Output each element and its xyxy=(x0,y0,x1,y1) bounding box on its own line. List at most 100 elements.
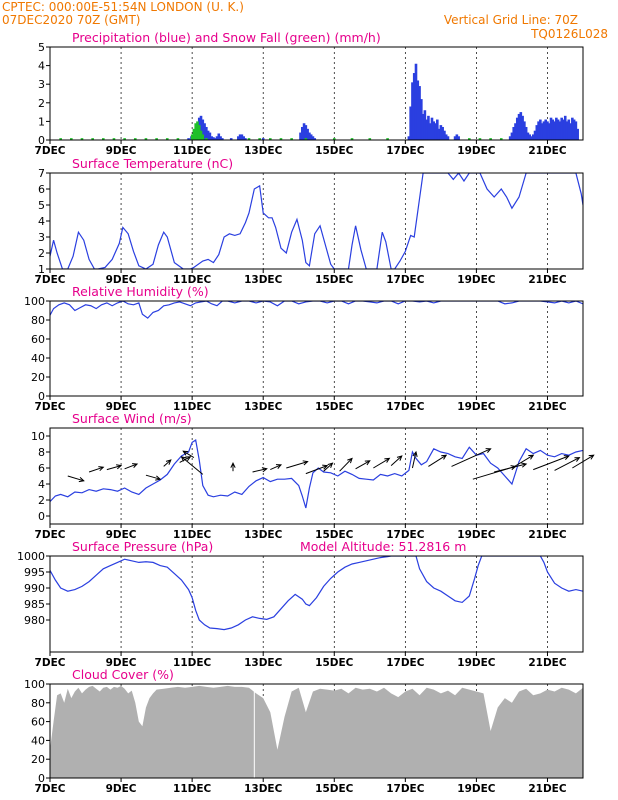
x-tick-label: 13DEC xyxy=(244,783,283,795)
wind-arrow-head xyxy=(275,464,283,469)
precip-bar xyxy=(551,119,555,140)
wind-arrow-head xyxy=(98,466,105,472)
wind-arrow-head xyxy=(165,459,172,465)
x-tick-label: 13DEC xyxy=(244,274,283,286)
snowfall-bar xyxy=(112,138,116,140)
precip-bar xyxy=(544,119,547,140)
precip-bar xyxy=(558,121,562,140)
snowfall-bar xyxy=(290,138,293,140)
y-tick-label: 2 xyxy=(38,97,45,110)
x-tick-label: 15DEC xyxy=(315,145,354,157)
panel-title: Cloud Cover (%) xyxy=(72,667,174,682)
precip-bar xyxy=(217,133,221,140)
precip-bar xyxy=(219,136,222,140)
panel-wind: 0 2 4 6 8 10 7DEC 9DEC 11DEC 13DEC 15DEC 17DEC 19DEC… xyxy=(31,411,595,541)
panel-pres: 980 985 990 995 1000 7DEC 9DEC 11DEC 13DEC 15DEC 1… xyxy=(17,539,584,669)
wind-arrow-head xyxy=(364,460,371,466)
wind-arrow xyxy=(323,462,333,472)
header-model-id: TQ0126L028 xyxy=(531,27,608,41)
x-tick-label: 17DEC xyxy=(386,274,425,286)
wind-arrow xyxy=(533,455,569,471)
wind-arrow-head xyxy=(441,454,448,460)
y-tick-label: 100 xyxy=(24,295,45,308)
snowfall-bar xyxy=(91,138,94,140)
precip-bar xyxy=(563,115,567,140)
wind-arrow xyxy=(494,463,527,473)
rh-line xyxy=(50,301,583,319)
precip-bar xyxy=(244,138,247,140)
precip-bar xyxy=(428,123,432,140)
wind-arrow xyxy=(286,461,308,469)
precip-bar xyxy=(300,126,304,140)
x-tick-label: 19DEC xyxy=(457,401,496,413)
y-tick-label: 985 xyxy=(24,598,45,611)
precip-bar xyxy=(213,138,217,140)
snowfall-bar xyxy=(80,138,84,140)
precip-bar xyxy=(208,132,212,140)
panel-title: Surface Wind (m/s) xyxy=(72,411,192,426)
y-tick-label: 100 xyxy=(24,678,45,691)
x-tick-label: 9DEC xyxy=(106,529,137,541)
x-tick-label: 11DEC xyxy=(173,145,212,157)
x-tick-label: 11DEC xyxy=(173,401,212,413)
precip-bar xyxy=(546,121,549,140)
precip-bar xyxy=(457,136,460,140)
x-tick-label: 13DEC xyxy=(244,529,283,541)
precip-bar xyxy=(524,126,528,140)
precip-bar xyxy=(308,132,311,140)
x-tick-label: 19DEC xyxy=(457,145,496,157)
x-tick-label: 15DEC xyxy=(315,529,354,541)
wind-arrow xyxy=(428,454,447,467)
precip-bar xyxy=(306,128,309,140)
pres-line xyxy=(50,556,583,631)
y-tick-label: 8 xyxy=(38,446,45,459)
y-tick-label: 995 xyxy=(24,566,45,579)
snowfall-bar xyxy=(386,138,389,140)
header-run-date: 07DEC2020 70Z (GMT) xyxy=(2,13,141,27)
wind-arrow xyxy=(88,466,104,473)
wind-arrow-head xyxy=(261,467,268,473)
wind-arrow-head xyxy=(485,448,492,453)
y-tick-label: 7 xyxy=(38,167,45,180)
wind-arrow xyxy=(390,455,403,466)
wind-arrow-head xyxy=(230,462,236,468)
precip-bar xyxy=(313,138,317,140)
snowfall-bar xyxy=(192,128,196,140)
y-tick-label: 6 xyxy=(38,462,45,475)
x-tick-label: 11DEC xyxy=(173,529,212,541)
x-tick-label: 7DEC xyxy=(35,145,66,157)
x-tick-label: 19DEC xyxy=(457,657,496,669)
panel-title: Surface Pressure (hPa) xyxy=(72,539,213,554)
wind-arrow xyxy=(373,457,390,469)
panel-title: Relative Humidity (%) xyxy=(72,284,209,299)
precip-bar xyxy=(453,136,457,140)
snowfall-bar xyxy=(304,138,308,140)
precip-bar xyxy=(444,134,448,140)
snowfall-bar xyxy=(102,138,105,140)
snowfall-bar xyxy=(194,123,197,140)
snowfall-bar xyxy=(199,130,203,140)
panel-cloud: 0 20 40 60 80 100 7DEC 9DEC 11DEC 13DEC 15DEC 17DEC… xyxy=(24,667,584,795)
y-tick-label: 1000 xyxy=(17,550,45,563)
snowfall-bar xyxy=(155,138,158,140)
y-tick-label: 5 xyxy=(38,199,45,212)
snowfall-bar xyxy=(196,121,199,140)
precip-bar xyxy=(407,136,411,140)
precip-bar xyxy=(523,121,526,140)
precip-bar xyxy=(553,121,556,140)
x-tick-label: 21DEC xyxy=(528,529,567,541)
precip-bar xyxy=(539,119,542,140)
precip-bar xyxy=(562,119,565,140)
panel-frame xyxy=(49,300,584,397)
precip-bar xyxy=(418,86,421,140)
wind-arrow-head xyxy=(574,457,581,462)
snowfall-bar xyxy=(499,138,503,140)
x-tick-label: 17DEC xyxy=(386,783,425,795)
wind-arrow xyxy=(182,450,195,459)
precip-bar xyxy=(240,134,244,140)
y-tick-label: 990 xyxy=(24,582,45,595)
precip-bar xyxy=(514,123,517,140)
wind-arrow-head xyxy=(521,462,528,468)
precip-bar xyxy=(309,134,313,140)
wind-arrow-head xyxy=(180,456,187,462)
